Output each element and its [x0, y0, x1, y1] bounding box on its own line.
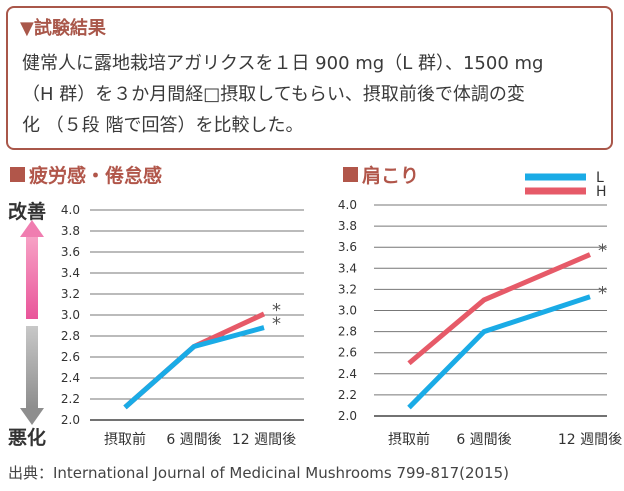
chart-fatigue: 2.0 2.2 2.4 2.6 2.8 3.0 3.2 3.4 3.6 3.8 4.0 摂取前 6 週間… [61, 203, 304, 448]
y-tick-label: 3.4 [338, 261, 357, 275]
y-tick-label: 2.6 [338, 346, 357, 360]
heading-square-icon [10, 167, 25, 182]
significance-marker: * [272, 314, 281, 335]
x-tick-label: 摂取前 [388, 431, 430, 448]
y-tick-label: 3.0 [338, 304, 357, 318]
x-tick-label: 6 週間後 [166, 432, 221, 448]
series-line-l [407, 294, 591, 410]
y-tick-label: 2.8 [61, 329, 80, 343]
x-tick-label: 摂取前 [104, 431, 146, 448]
x-tick-label: 12 週間後 [558, 432, 622, 448]
legend: L H [525, 170, 607, 200]
y-tick-label: 2.6 [61, 350, 80, 364]
improve-arrow-shaft [26, 235, 38, 319]
y-tick-label: 2.8 [338, 325, 357, 339]
y-tick-label: 2.2 [61, 392, 80, 406]
improve-arrow-head-icon [20, 220, 44, 237]
chart-shoulder: 2.0 2.2 2.4 2.6 2.8 3.0 3.2 3.4 3.6 3.8 4.0 摂取前 6 週間… [338, 198, 622, 448]
y-tick-label: 4.0 [338, 198, 357, 212]
x-tick-label: 12 週間後 [232, 432, 296, 448]
chart-title-shoulder: 肩こり [343, 161, 419, 188]
y-tick-label: 2.4 [338, 367, 357, 381]
description-line: 健常人に露地栽培アガリクスを１日 900 mg（L 群）、1500 mg [22, 53, 544, 74]
legend-label-l: L [596, 170, 604, 186]
worse-label: 悪化 [8, 426, 46, 449]
results-box: ▼試験結果 健常人に露地栽培アガリクスを１日 900 mg（L 群）、1500 … [6, 6, 613, 150]
worse-arrow-shaft [26, 326, 38, 410]
y-tick-label: 3.8 [338, 219, 357, 233]
description-line: （H 群）を３か月間経□摂取してもらい、摂取前後で体調の変 [22, 84, 525, 105]
y-tick-label: 2.2 [338, 388, 357, 402]
significance-marker: * [272, 300, 281, 321]
legend-label-h: H [596, 184, 607, 200]
y-tick-label: 3.6 [338, 240, 357, 254]
y-tick-label: 2.4 [61, 371, 80, 385]
improve-label: 改善 [8, 200, 46, 223]
chart-title-fatigue: 疲労感・倦怠感 [10, 161, 162, 188]
results-title: ▼試験結果 [20, 18, 106, 39]
series-line-h [407, 252, 591, 366]
chart-title-text: 肩こり [362, 165, 420, 187]
series-line-h [123, 311, 266, 410]
y-tick-label: 4.0 [61, 203, 80, 217]
significance-marker: * [598, 241, 607, 262]
y-tick-label: 3.8 [61, 224, 80, 238]
chart-title-text: 疲労感・倦怠感 [29, 165, 163, 187]
description-line: 化 （５段 階で回答）を比較した。 [22, 115, 304, 136]
y-tick-label: 3.2 [338, 282, 357, 296]
y-tick-label: 3.2 [61, 287, 80, 301]
heading-square-icon [343, 167, 358, 182]
significance-marker: * [598, 283, 607, 304]
y-tick-label: 2.0 [338, 409, 357, 423]
y-tick-label: 3.0 [61, 308, 80, 322]
x-tick-label: 6 週間後 [456, 432, 511, 448]
y-tick-label: 3.6 [61, 245, 80, 259]
series-line-l [123, 325, 265, 410]
y-tick-label: 2.0 [61, 413, 80, 427]
y-tick-label: 3.4 [61, 266, 80, 280]
results-description: 健常人に露地栽培アガリクスを１日 900 mg（L 群）、1500 mg （H … [22, 48, 606, 141]
source-citation: 出典：International Journal of Medicinal Mu… [8, 464, 509, 482]
worse-arrow-head-icon [20, 408, 44, 425]
